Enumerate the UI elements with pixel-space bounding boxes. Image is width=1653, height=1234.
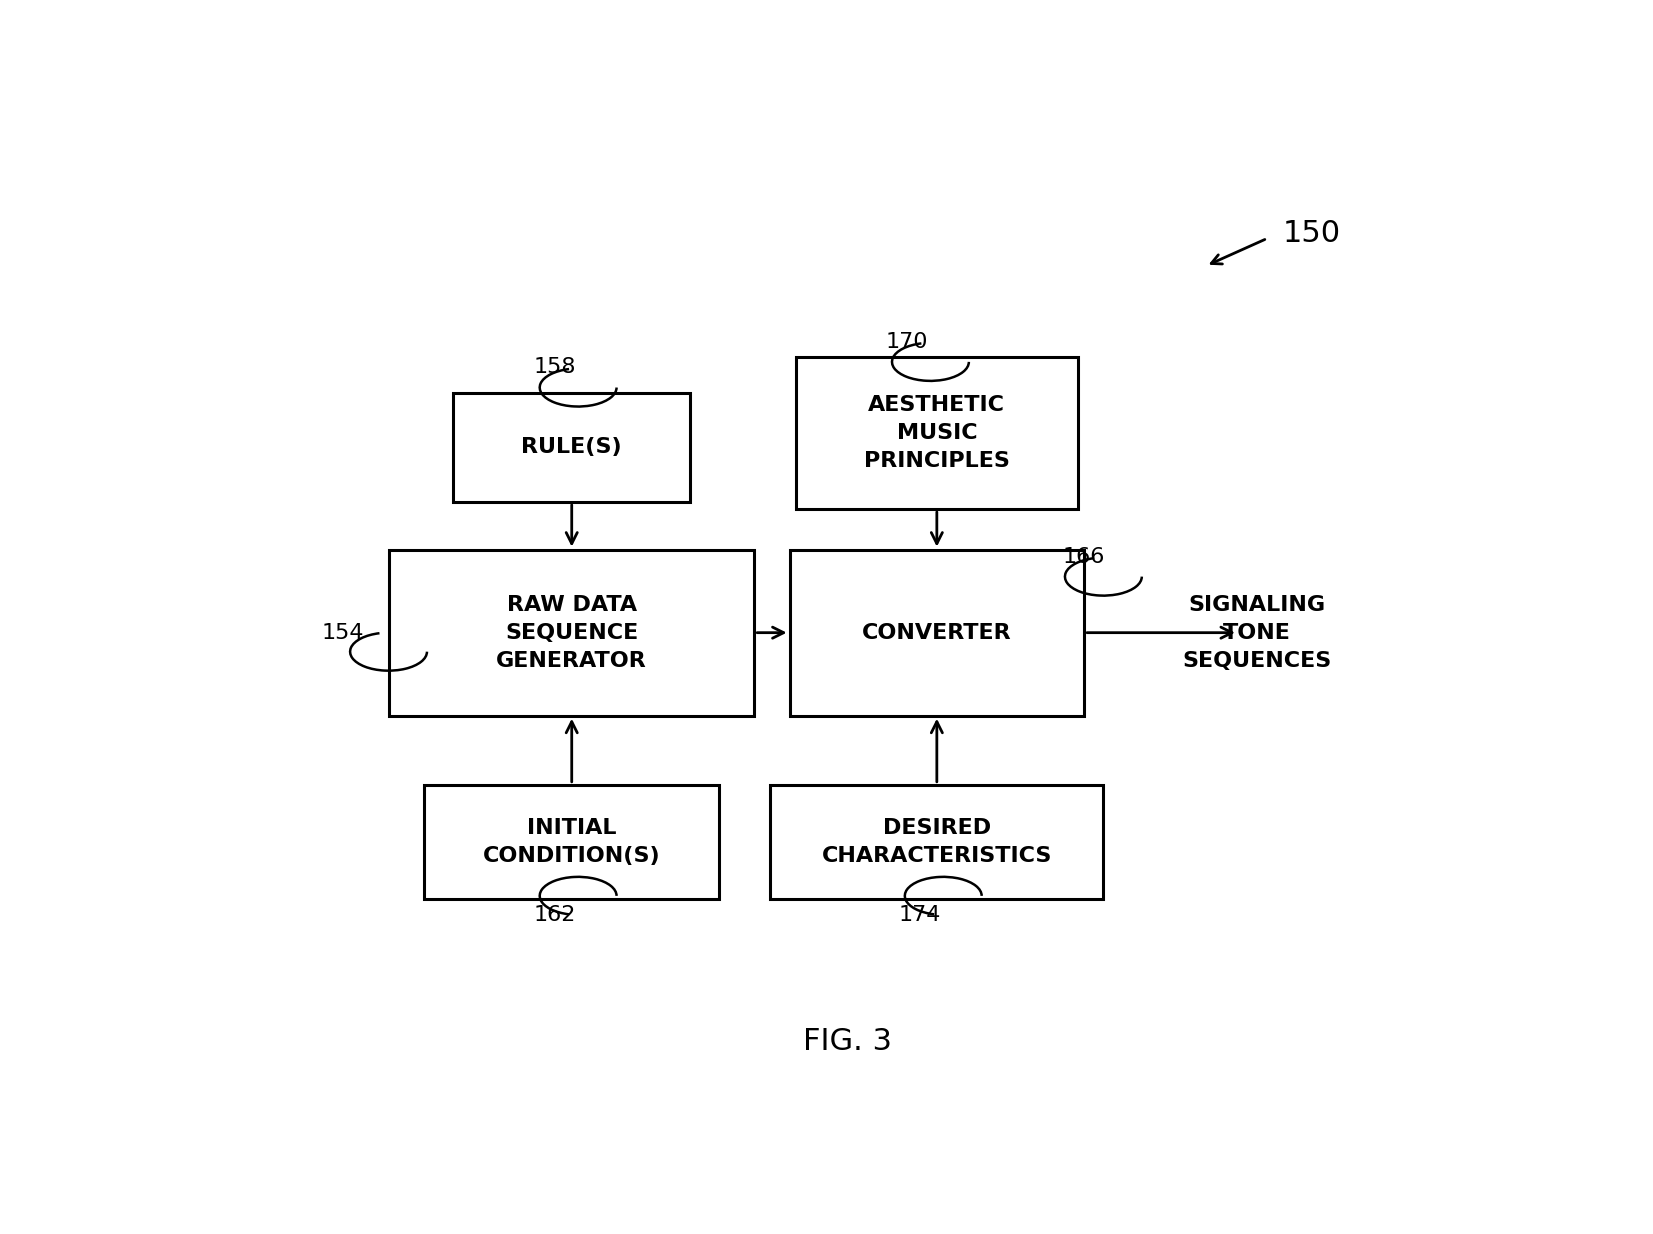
- Bar: [790, 549, 1084, 716]
- Text: 158: 158: [534, 357, 575, 376]
- Text: INITIAL
CONDITION(S): INITIAL CONDITION(S): [483, 818, 661, 866]
- Text: 154: 154: [322, 623, 364, 643]
- Text: DESIRED
CHARACTERISTICS: DESIRED CHARACTERISTICS: [822, 818, 1051, 866]
- Text: SIGNALING
TONE
SEQUENCES: SIGNALING TONE SEQUENCES: [1182, 595, 1332, 670]
- Bar: [453, 392, 691, 502]
- Text: 170: 170: [886, 332, 927, 352]
- Text: RULE(S): RULE(S): [521, 437, 622, 458]
- Text: 174: 174: [899, 905, 941, 924]
- Text: AESTHETIC
MUSIC
PRINCIPLES: AESTHETIC MUSIC PRINCIPLES: [865, 395, 1010, 471]
- Text: CONVERTER: CONVERTER: [861, 623, 1012, 643]
- Text: FIG. 3: FIG. 3: [803, 1027, 891, 1056]
- Bar: [770, 785, 1104, 898]
- Bar: [425, 785, 719, 898]
- Bar: [797, 357, 1078, 510]
- Bar: [388, 549, 754, 716]
- Text: 166: 166: [1063, 547, 1104, 566]
- Text: 150: 150: [1283, 220, 1341, 248]
- Text: 162: 162: [534, 905, 575, 924]
- Text: RAW DATA
SEQUENCE
GENERATOR: RAW DATA SEQUENCE GENERATOR: [496, 595, 646, 670]
